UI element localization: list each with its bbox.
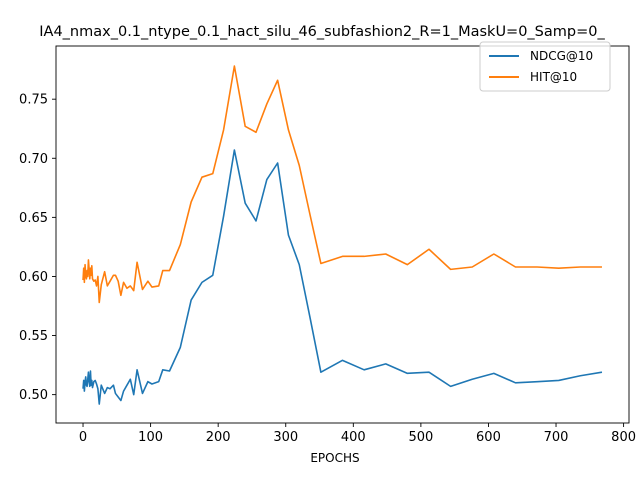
x-axis: 0 100 200 300 400 500 600 700 800 [79, 423, 636, 445]
legend-label-ndcg: NDCG@10 [530, 49, 593, 63]
x-tick-label: 500 [408, 430, 433, 445]
series-line-hit-10 [82, 65, 602, 304]
chart-title: IA4_nmax_0.1_ntype_0.1_hact_silu_46_subf… [39, 24, 605, 40]
plot-frame [55, 45, 630, 424]
series-line-ndcg-10 [82, 149, 603, 405]
x-tick-label: 600 [476, 430, 501, 445]
plot-area [56, 46, 629, 423]
legend-label-hit: HIT@10 [530, 70, 577, 84]
series-layer [82, 65, 603, 405]
y-tick-label: 0.55 [19, 329, 48, 344]
x-tick-label: 200 [206, 430, 231, 445]
y-axis: 0.50 0.55 0.60 0.65 0.70 0.75 [19, 93, 56, 403]
legend-box [479, 41, 611, 92]
x-tick-label: 300 [273, 430, 298, 445]
legend: NDCG@10 HIT@10 [479, 41, 611, 92]
y-tick-label: 0.75 [19, 93, 48, 108]
x-tick-label: 700 [544, 430, 569, 445]
y-tick-label: 0.50 [19, 388, 48, 403]
x-tick-label: 800 [611, 430, 636, 445]
x-tick-label: 100 [138, 430, 163, 445]
x-axis-label: EPOCHS [310, 451, 359, 465]
y-tick-label: 0.70 [19, 152, 48, 167]
x-tick-label: 0 [79, 430, 87, 445]
x-tick-label: 400 [341, 430, 366, 445]
y-tick-label: 0.65 [19, 211, 48, 226]
y-tick-label: 0.60 [19, 270, 48, 285]
